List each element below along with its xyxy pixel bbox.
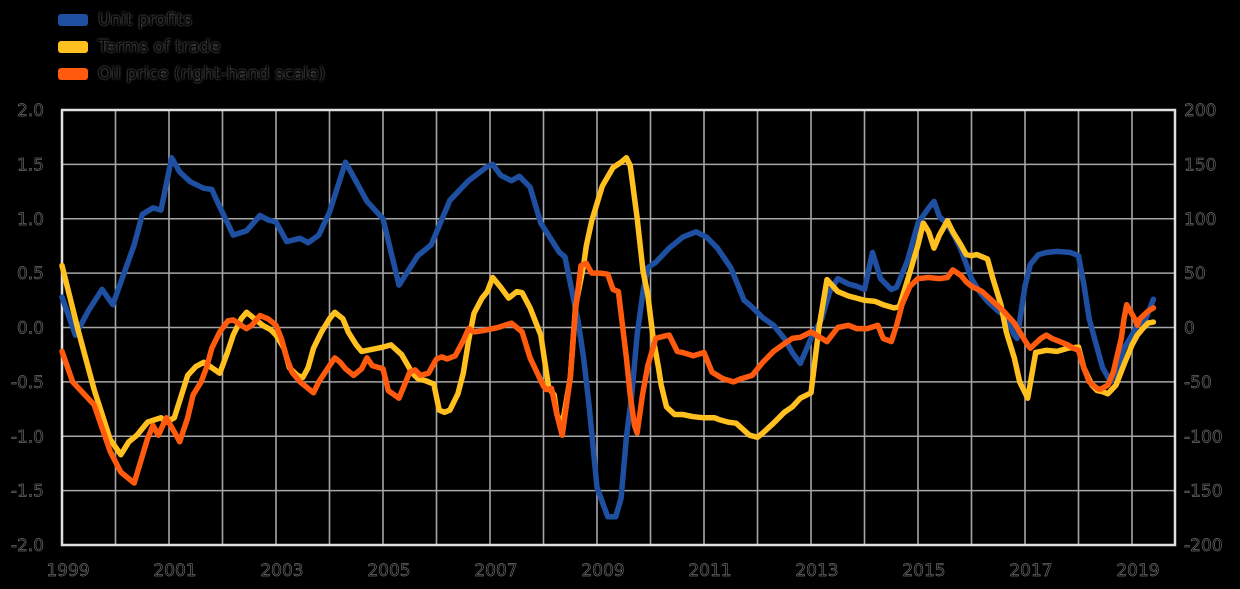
x-axis-tick: 2017 <box>1009 561 1052 581</box>
y-axis-right-tick: 200 <box>1184 101 1216 121</box>
legend-label: Terms of trade <box>98 36 221 57</box>
x-axis-tick: 2011 <box>688 561 731 581</box>
y-axis-left-tick: 0.5 <box>17 264 44 284</box>
legend: Unit profits Terms of trade Oil price (rig… <box>58 6 325 87</box>
y-axis-left-tick: -2.0 <box>11 536 44 556</box>
plot-frame <box>60 108 1177 547</box>
y-axis-left-tick: -1.5 <box>11 482 44 502</box>
legend-swatch-icon <box>58 13 88 26</box>
y-axis-left-tick: 0.0 <box>17 319 44 339</box>
legend-label: Unit profits <box>98 9 193 30</box>
legend-swatch-icon <box>58 40 88 53</box>
y-axis-right-tick: 0 <box>1184 319 1195 339</box>
legend-item: Terms of trade <box>58 33 325 60</box>
x-axis-tick: 2015 <box>902 561 945 581</box>
y-axis-right-tick: 150 <box>1184 155 1216 175</box>
y-axis-left-tick: 2.0 <box>17 101 44 121</box>
x-axis-tick: 2005 <box>367 561 410 581</box>
y-axis-right-tick: -150 <box>1184 482 1223 502</box>
y-axis-right-tick: 50 <box>1184 264 1206 284</box>
y-axis-right-tick: 100 <box>1184 210 1216 230</box>
y-axis-left-tick: 1.5 <box>17 155 44 175</box>
x-axis-tick: 2001 <box>153 561 196 581</box>
series-line-2 <box>59 260 1157 486</box>
x-axis-tick: 2019 <box>1116 561 1159 581</box>
legend-item: Oil price (right-hand scale) <box>58 60 325 87</box>
y-axis-left-tick: 1.0 <box>17 210 44 230</box>
y-axis-right-tick: -50 <box>1184 373 1212 393</box>
x-axis-tick: 2013 <box>795 561 838 581</box>
legend-label: Oil price (right-hand scale) <box>98 63 326 84</box>
legend-swatch-icon <box>58 67 88 80</box>
y-axis-left-tick: -1.0 <box>11 427 44 447</box>
x-axis-tick: 2009 <box>581 561 624 581</box>
y-axis-right-tick: -100 <box>1184 427 1223 447</box>
x-axis-tick: 2007 <box>474 561 517 581</box>
y-axis-right-tick: -200 <box>1184 536 1223 556</box>
x-axis-tick: 1999 <box>46 561 89 581</box>
y-axis-left-tick: -0.5 <box>11 373 44 393</box>
series-line-0 <box>59 155 1157 520</box>
x-axis-tick: 2003 <box>260 561 303 581</box>
legend-item: Unit profits <box>58 6 325 33</box>
